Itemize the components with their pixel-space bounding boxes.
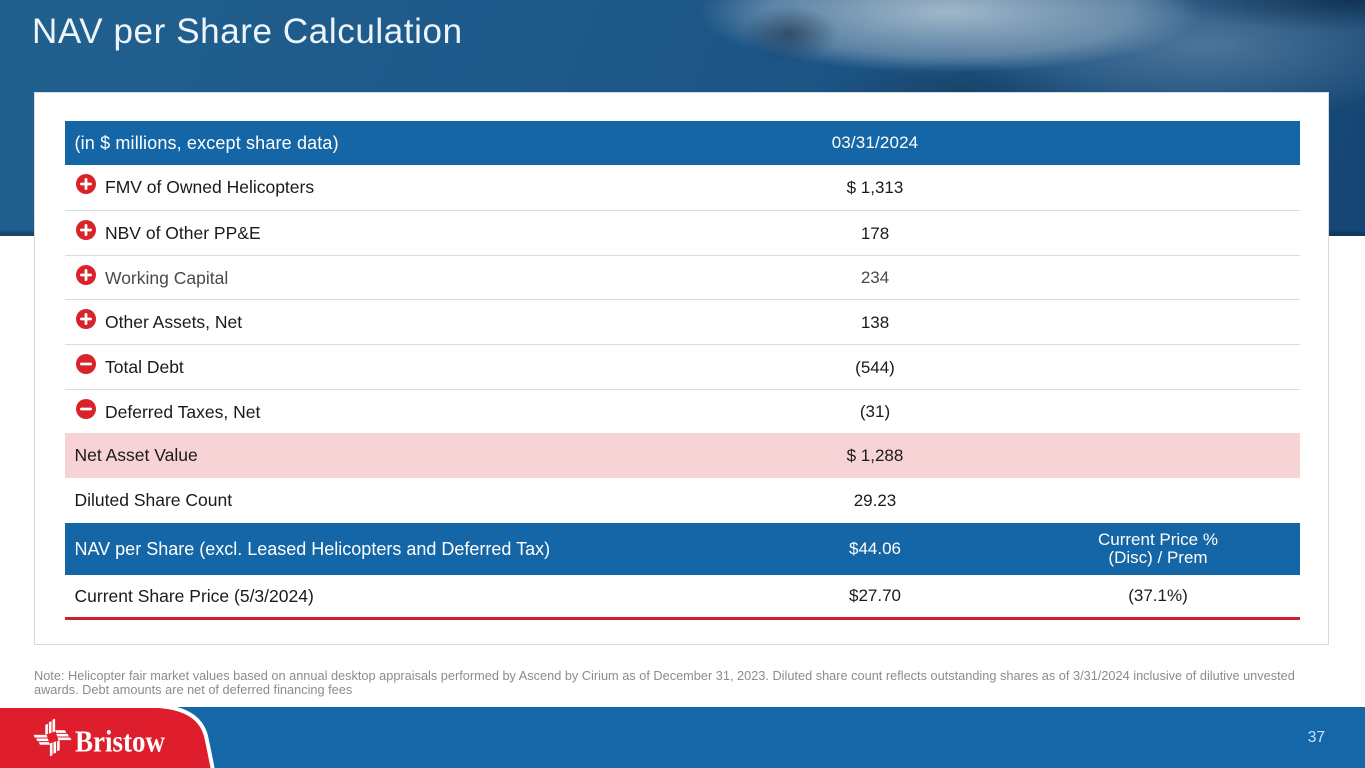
svg-text:Bristow: Bristow	[75, 724, 166, 759]
